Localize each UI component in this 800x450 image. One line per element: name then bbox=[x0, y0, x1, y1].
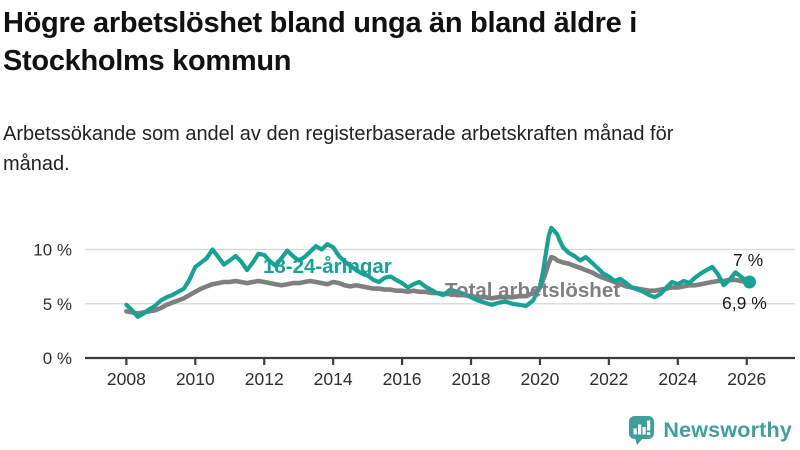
brand-name: Newsworthy bbox=[663, 417, 792, 442]
series-line-total bbox=[124, 254, 752, 316]
series-label-young: 18-24-åringar bbox=[263, 255, 392, 278]
x-tick-label: 2012 bbox=[245, 369, 284, 389]
x-tick-label: 2026 bbox=[727, 369, 766, 389]
page-subtitle: Arbetssökande som andel av den registerb… bbox=[3, 123, 674, 175]
end-value-label-young: 7 % bbox=[733, 250, 763, 270]
end-value-label-total: 6,9 % bbox=[722, 293, 767, 313]
y-tick-label: 0 % bbox=[43, 349, 72, 368]
y-tick-label: 10 % bbox=[33, 241, 72, 260]
x-tick-label: 2014 bbox=[314, 369, 353, 389]
x-tick-label: 2016 bbox=[383, 369, 422, 389]
y-tick-label: 5 % bbox=[43, 295, 72, 314]
x-tick-label: 2018 bbox=[452, 369, 491, 389]
x-tick-label: 2024 bbox=[658, 369, 697, 389]
x-tick-label: 2008 bbox=[107, 369, 146, 389]
x-tick-label: 2010 bbox=[176, 369, 215, 389]
line-chart: 0 %5 %10 % 2008 2010 2012 2014 2016 2018 2020 2… bbox=[33, 225, 795, 389]
x-tick-label: 2022 bbox=[589, 369, 628, 389]
gridlines-and-y-axis-labels: 0 % 5 % 10 % bbox=[33, 241, 795, 368]
series-line-young bbox=[124, 225, 752, 319]
page-title: Högre arbetslöshet bland unga än bland ä… bbox=[3, 7, 637, 77]
series-label-total: Total arbetslöshet bbox=[445, 279, 620, 302]
series-lines bbox=[124, 225, 756, 319]
newsworthy-logo-icon bbox=[629, 416, 655, 445]
brand-footer: Newsworthy bbox=[628, 415, 792, 445]
x-axis: 2008 2010 2012 2014 2016 2018 2020 2022 2024 2026 bbox=[85, 356, 795, 389]
x-tick-label: 2020 bbox=[520, 369, 559, 389]
series-end-dot bbox=[743, 275, 756, 289]
